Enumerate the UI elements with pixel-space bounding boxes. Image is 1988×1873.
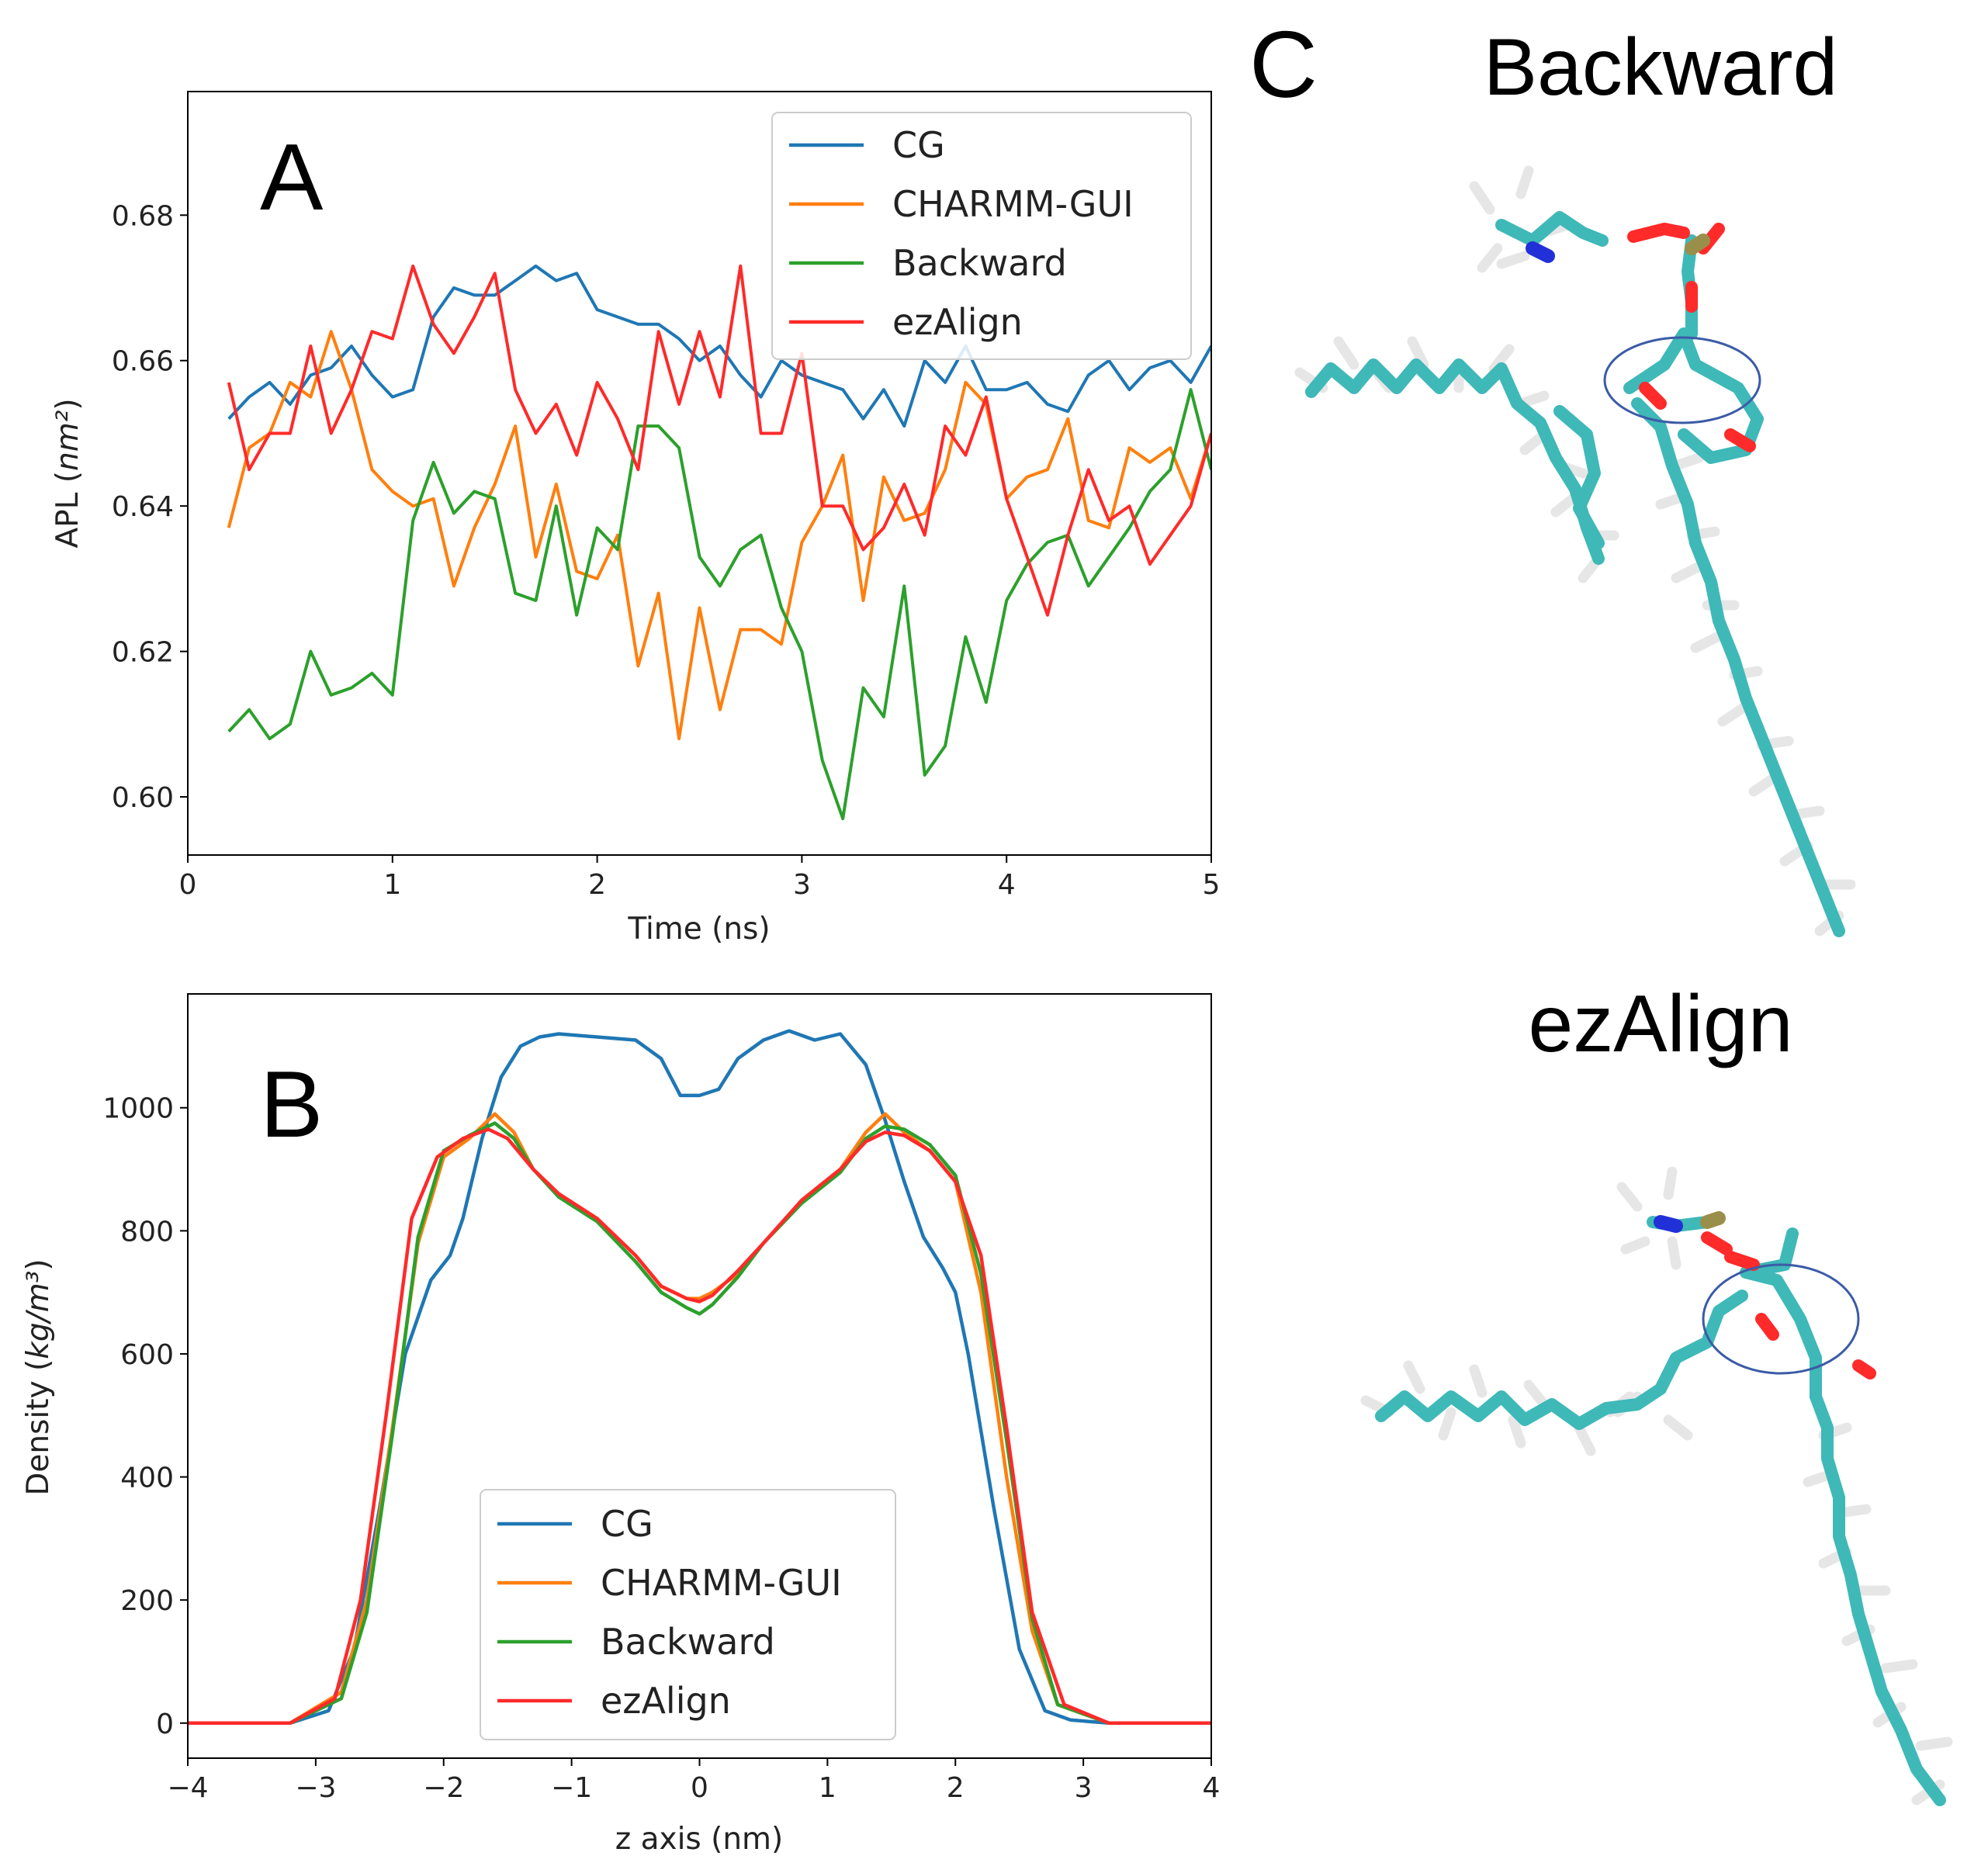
y-tick-label: 800: [120, 1216, 174, 1248]
panel-b-series-cg: [188, 1029, 1211, 1726]
panel-c-letter: C: [1249, 12, 1318, 117]
x-tick-label: −2: [423, 1772, 464, 1804]
x-tick-label: −4: [167, 1772, 208, 1804]
panel-b-series-ezalign: [188, 1127, 1211, 1726]
panel-c-structures: C Backward ezAlign: [1249, 12, 1953, 1806]
legend-label: CHARMM-GUI: [601, 1562, 842, 1604]
y-tick-label: 1000: [102, 1093, 174, 1125]
y-tick-label: 400: [120, 1463, 174, 1494]
x-tick-label: 1: [383, 869, 401, 901]
legend-label: CG: [601, 1503, 653, 1545]
legend-label: CHARMM-GUI: [892, 183, 1134, 225]
panel-b-series-backward: [188, 1121, 1211, 1726]
legend-label: CG: [892, 124, 945, 166]
panel-b-x-axis-label: z axis (nm): [615, 1822, 784, 1857]
legend-label: Backward: [601, 1621, 775, 1663]
panel-c-top-title: Backward: [1484, 23, 1838, 113]
y-tick-label: 0: [156, 1709, 174, 1740]
y-tick-label: 0.68: [112, 200, 174, 232]
legend-label: ezAlign: [892, 301, 1023, 343]
y-tick-label: 0.60: [112, 782, 174, 814]
y-tick-label: 200: [120, 1585, 174, 1617]
panel-a-y-axis-label: APL (nm²): [50, 398, 85, 548]
x-tick-label: −1: [551, 1772, 592, 1804]
y-tick-label: 0.62: [112, 637, 174, 669]
panel-a-x-axis-label: Time (ns): [627, 912, 770, 947]
panel-a-legend: CG CHARMM-GUI Backward ezAlign: [771, 112, 1192, 360]
y-tick-label: 600: [120, 1339, 174, 1371]
panel-a-chart: 0 1 2 3 4 5 0.60 0.62 0.64 0.66 0.68 A Time (ns) A…: [50, 91, 1221, 947]
panel-a-letter: A: [260, 124, 324, 230]
x-tick-label: 3: [1075, 1772, 1093, 1804]
x-tick-label: 5: [1203, 869, 1221, 901]
x-tick-label: 4: [1203, 1772, 1221, 1804]
x-tick-label: 0: [691, 1772, 708, 1804]
x-tick-label: 1: [819, 1772, 836, 1804]
y-tick-label: 0.66: [112, 346, 174, 378]
x-tick-label: −3: [295, 1772, 336, 1804]
backward-lipid-structure: [1294, 165, 1856, 937]
panel-b-legend: CG CHARMM-GUI Backward ezAlign: [480, 1489, 896, 1740]
x-tick-label: 4: [998, 869, 1016, 901]
legend-label: ezAlign: [601, 1680, 731, 1722]
panel-b-chart: −4 −3 −2 −1 0 1 2 3 4 0 200 400 600 800 1000 B z axis …: [21, 993, 1221, 1857]
panel-a-axes-frame: [187, 91, 1212, 856]
x-tick-label: 3: [793, 869, 811, 901]
y-tick-label: 0.64: [112, 491, 174, 523]
legend-label: Backward: [892, 242, 1067, 284]
x-tick-label: 0: [179, 869, 197, 901]
panel-a-series-ezalign: [227, 264, 1211, 617]
panel-a-series-charmm-gui: [227, 330, 1211, 741]
x-tick-label: 2: [947, 1772, 965, 1804]
panel-c-bottom-title: ezAlign: [1528, 979, 1792, 1069]
x-tick-label: 2: [588, 869, 606, 901]
panel-a-series-backward: [227, 388, 1211, 821]
ezalign-lipid-structure: [1360, 1166, 1953, 1806]
panel-b-y-axis-label: Density (kg/m³): [21, 1258, 56, 1495]
panel-b-series-charmm-gui: [188, 1112, 1211, 1726]
panel-a-series-cg: [227, 264, 1211, 428]
panel-b-letter: B: [260, 1051, 323, 1157]
